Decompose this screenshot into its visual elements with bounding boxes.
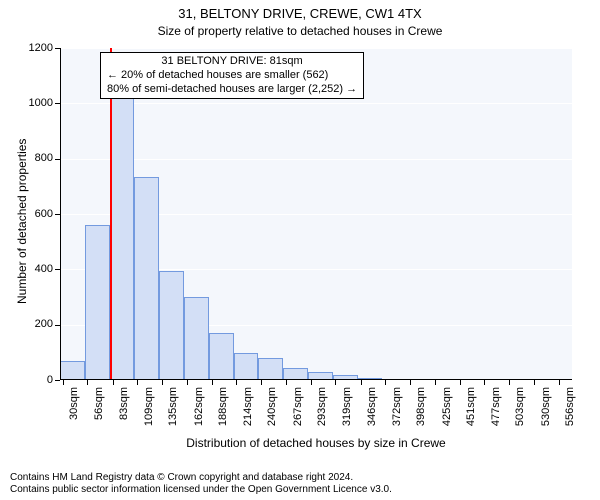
y-tick-label: 1000 [15,97,53,109]
y-tick-label: 1200 [15,42,53,54]
plot-area: 02004006008001000120030sqm56sqm83sqm109s… [60,48,572,380]
x-tick [559,380,560,385]
x-tick [236,380,237,385]
x-tick-label: 503sqm [514,387,526,426]
x-axis-spine [60,379,572,380]
x-tick-label: 214sqm [242,387,254,426]
info-box-line-3: 80% of semi-detached houses are larger (… [107,83,357,97]
x-tick-label: 319sqm [341,387,353,426]
x-tick [509,380,510,385]
x-tick [361,380,362,385]
footer-line-1: Contains HM Land Registry data © Crown c… [10,472,392,484]
x-tick [410,380,411,385]
x-tick [137,380,138,385]
info-box-line-1: 31 BELTONY DRIVE: 81sqm [107,55,357,69]
y-axis-spine [60,48,61,380]
x-tick-label: 30sqm [68,387,80,420]
histogram-bar [209,333,234,380]
histogram-bar [60,361,85,380]
y-tick-label: 0 [15,374,53,386]
histogram-bar [184,297,209,380]
y-gridline [60,159,572,160]
x-tick [212,380,213,385]
x-tick-label: 83sqm [118,387,130,420]
histogram-bar [234,353,259,380]
x-tick-label: 240sqm [266,387,278,426]
y-tick [55,380,60,381]
x-tick [435,380,436,385]
x-tick-label: 162sqm [193,387,205,426]
x-tick-label: 451sqm [465,387,477,426]
x-tick-label: 109sqm [143,387,155,426]
histogram-bar [159,271,184,380]
x-tick-label: 188sqm [217,387,229,426]
x-tick-label: 477sqm [490,387,502,426]
chart-subtitle: Size of property relative to detached ho… [0,24,600,38]
x-tick [162,380,163,385]
x-tick [460,380,461,385]
x-tick [63,380,64,385]
histogram-bar [134,177,159,380]
x-tick [534,380,535,385]
x-tick [113,380,114,385]
x-tick-label: 398sqm [415,387,427,426]
footer-line-2: Contains public sector information licen… [10,484,392,496]
x-tick-label: 56sqm [93,387,105,420]
x-tick [385,380,386,385]
chart-title: 31, BELTONY DRIVE, CREWE, CW1 4TX [0,6,600,21]
x-tick-label: 372sqm [391,387,403,426]
x-tick-label: 425sqm [441,387,453,426]
x-tick [261,380,262,385]
x-tick [311,380,312,385]
histogram-bar [85,225,110,380]
x-axis-label: Distribution of detached houses by size … [60,436,572,450]
property-info-box: 31 BELTONY DRIVE: 81sqm← 20% of detached… [100,52,364,99]
x-tick [286,380,287,385]
histogram-bar [110,95,135,380]
x-tick-label: 267sqm [292,387,304,426]
info-box-line-2: ← 20% of detached houses are smaller (56… [107,69,357,83]
footer-attribution: Contains HM Land Registry data © Crown c… [10,472,392,496]
x-tick [87,380,88,385]
x-tick-label: 135sqm [167,387,179,426]
x-tick-label: 556sqm [564,387,576,426]
x-tick [484,380,485,385]
x-tick [335,380,336,385]
x-tick [187,380,188,385]
y-gridline [60,103,572,104]
y-gridline [60,48,572,49]
x-tick-label: 346sqm [366,387,378,426]
y-axis-label: Number of detached properties [15,139,29,304]
x-tick-label: 530sqm [540,387,552,426]
histogram-bar [258,358,283,380]
x-tick-label: 293sqm [316,387,328,426]
y-tick-label: 200 [15,318,53,330]
